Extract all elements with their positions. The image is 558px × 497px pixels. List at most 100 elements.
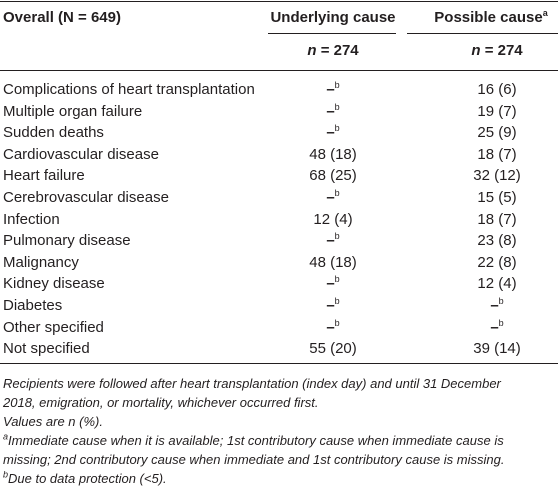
footnote-text: Values are n (%). (3, 413, 103, 429)
cell-text: 68 (25) (309, 167, 357, 185)
cell-text: 18 (7) (477, 145, 517, 163)
possible-cell: 39 (14) (473, 340, 521, 358)
text: n (471, 42, 481, 59)
row-label: Pulmonary disease (3, 232, 131, 250)
cell-text: – (326, 318, 335, 336)
cell-text: 48 (18) (309, 145, 357, 163)
row-label: Complications of heart transplantation (3, 81, 255, 98)
cell-text: 12 (4) (477, 275, 517, 293)
footnote: Values are n (%). (3, 414, 103, 430)
rule (407, 33, 558, 34)
superscript: b (3, 469, 9, 480)
row-label: Kidney disease (3, 275, 105, 293)
cell-text: 48 (18) (309, 253, 357, 271)
cell-text: – (490, 297, 499, 314)
row-label: Malignancy (3, 253, 79, 271)
row-label: Diabetes (3, 297, 63, 314)
possible-cell: 25 (9) (477, 124, 516, 142)
superscript: a (3, 431, 9, 442)
cell-text: – (326, 124, 335, 142)
footnote: aImmediate cause when it is available; 1… (3, 431, 504, 449)
subheader-possible: n = 274 (471, 42, 522, 60)
header-underlying: Underlying cause (270, 9, 396, 26)
superscript: b (334, 80, 340, 90)
underlying-cell: 55 (20) (309, 340, 357, 358)
row-label: Cardiovascular disease (3, 145, 159, 163)
cell-text: 23 (8) (477, 232, 517, 250)
cell-text: – (326, 232, 335, 250)
rule (0, 70, 558, 71)
cell-text: 25 (9) (477, 124, 517, 142)
underlying-cell: –b (326, 232, 339, 250)
cell-text: 39 (14) (473, 340, 521, 358)
footnote: Recipients were followed after heart tra… (3, 376, 501, 392)
cell-text: 22 (8) (477, 253, 517, 271)
footnote: missing; 2nd contributory cause when imm… (3, 452, 504, 468)
possible-cell: 22 (8) (477, 254, 516, 272)
cell-text: 32 (12) (473, 167, 521, 185)
underlying-cell: 12 (4) (313, 211, 352, 229)
row-label: Not specified (3, 340, 90, 358)
underlying-cell: –b (326, 317, 340, 337)
header-possible: Possible causea (434, 9, 547, 27)
possible-cell: 15 (5) (477, 189, 516, 207)
footnote-text: 2018, emigration, or mortality, whicheve… (3, 394, 319, 410)
superscript: b (334, 274, 340, 285)
possible-cell: –b (490, 297, 503, 315)
row-label: Other specified (3, 318, 104, 336)
superscript: b (334, 101, 340, 112)
cell-text: – (326, 81, 335, 98)
possible-cell: –b (490, 317, 504, 337)
cell-text: – (326, 297, 335, 314)
footnote: bDue to data protection (<5). (3, 469, 167, 487)
superscript: a (542, 8, 548, 18)
possible-cell: 23 (8) (477, 232, 516, 250)
cell-text: 16 (6) (477, 81, 517, 98)
underlying-cell: 48 (18) (309, 254, 357, 272)
underlying-cell: 68 (25) (309, 167, 357, 185)
footnote-text: Recipients were followed after heart tra… (3, 376, 501, 391)
cell-text: 19 (7) (477, 102, 517, 120)
cell-text: 55 (20) (309, 340, 357, 358)
row-label: Heart failure (3, 167, 85, 185)
text: Possible cause (434, 9, 543, 26)
superscript: b (334, 296, 340, 306)
possible-cell: 19 (7) (477, 103, 516, 121)
superscript: b (334, 317, 340, 328)
cell-text: – (326, 102, 335, 120)
text: = 274 (316, 42, 359, 59)
underlying-cell: –b (326, 275, 339, 293)
rule (268, 33, 396, 34)
row-label: Multiple organ failure (3, 102, 143, 120)
superscript: b (334, 123, 340, 134)
superscript: b (498, 317, 504, 328)
cell-text: – (326, 189, 335, 206)
underlying-cell: –b (326, 189, 339, 207)
superscript: b (334, 188, 340, 198)
possible-cell: 18 (7) (477, 211, 516, 229)
underlying-cell: –b (326, 124, 339, 142)
row-label: Cerebrovascular disease (3, 189, 169, 206)
rule (0, 363, 558, 364)
subheader-underlying: n = 274 (307, 42, 358, 60)
footnote-text: Immediate cause when it is available; 1s… (8, 432, 504, 448)
underlying-cell: –b (326, 101, 340, 121)
footnote-text: missing; 2nd contributory cause when imm… (3, 451, 505, 467)
cell-text: 18 (7) (477, 210, 517, 228)
text: = 274 (480, 42, 523, 59)
text: n (307, 42, 317, 59)
possible-cell: 32 (12) (473, 167, 521, 185)
cell-text: – (326, 275, 335, 293)
underlying-cell: –b (326, 81, 339, 99)
cell-text: 12 (4) (313, 210, 353, 228)
rule (0, 1, 558, 2)
cell-text: – (490, 318, 499, 336)
possible-cell: 12 (4) (477, 275, 516, 293)
footnote: 2018, emigration, or mortality, whicheve… (3, 395, 319, 411)
underlying-cell: –b (326, 297, 339, 315)
superscript: b (334, 231, 340, 242)
row-label: Infection (3, 210, 60, 228)
footnote-text: Due to data protection (<5). (8, 470, 167, 486)
cell-text: 15 (5) (477, 189, 517, 206)
